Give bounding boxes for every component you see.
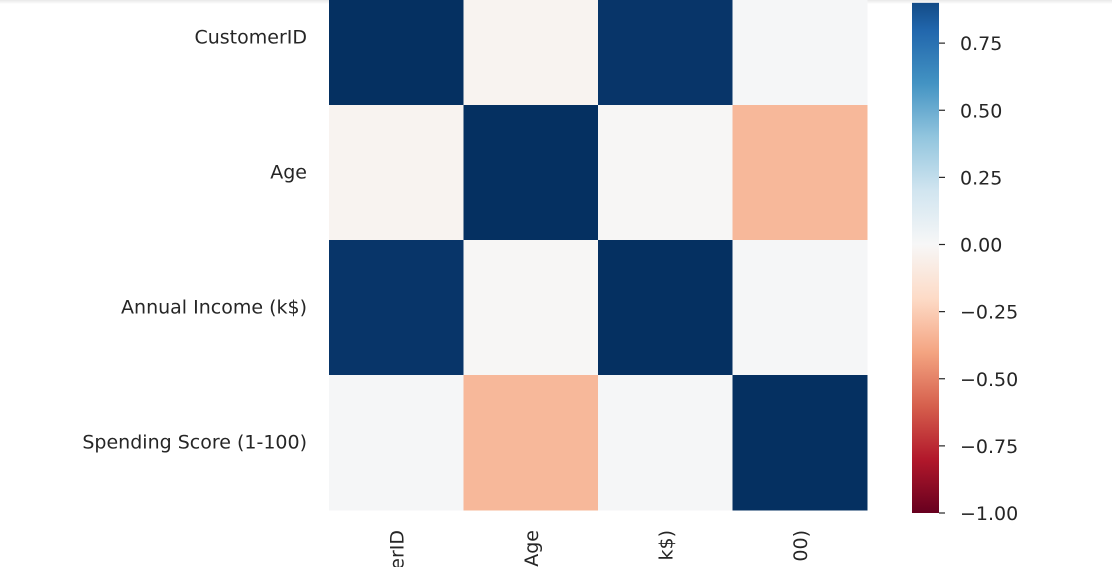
heatmap-cell-r1-c1 bbox=[463, 105, 599, 241]
row-label: Spending Score (1-100) bbox=[82, 432, 307, 454]
heatmap-cell-r0-c2 bbox=[598, 0, 733, 106]
heatmap-cell-r0-c1 bbox=[463, 0, 599, 106]
heatmap-cell-r0-c0 bbox=[329, 0, 464, 106]
heatmap-cell-r3-c1 bbox=[463, 375, 599, 511]
row-label: Annual Income (k$) bbox=[121, 297, 307, 319]
row-tick-labels: CustomerID Age Annual Income (k$) Spending … bbox=[82, 27, 307, 454]
column-label: Age bbox=[521, 530, 543, 567]
column-label: erID bbox=[386, 530, 408, 567]
colorbar-tick-label: −0.75 bbox=[960, 436, 1018, 458]
column-label: k$) bbox=[655, 530, 677, 561]
colorbar-tick-label: 0.75 bbox=[960, 33, 1002, 55]
heatmap-cell-r2-c1 bbox=[463, 240, 599, 376]
colorbar-tick-label: 0.50 bbox=[960, 100, 1002, 122]
colorbar-tick-label: −1.00 bbox=[960, 503, 1018, 525]
heatmap-cell-r3-c0 bbox=[329, 375, 464, 511]
heatmap-cell-r2-c0 bbox=[329, 240, 464, 376]
heatmap-cell-r1-c0 bbox=[329, 105, 464, 241]
row-label: CustomerID bbox=[194, 27, 307, 49]
column-tick-labels: erID Age k$) 00) bbox=[386, 530, 812, 567]
column-label: 00) bbox=[790, 530, 812, 562]
heatmap-cell-r3-c2 bbox=[598, 375, 733, 511]
colorbar-tick-label: 0.25 bbox=[960, 167, 1002, 189]
heatmap-cell-r2-c2 bbox=[598, 240, 733, 376]
colorbar-bar bbox=[912, 2, 939, 513]
colorbar: 0.75 0.50 0.25 0.00 −0.25 −0.50 −0.75 −1.00 bbox=[912, 2, 1018, 525]
colorbar-tick-label: −0.25 bbox=[960, 302, 1018, 324]
heatmap-cell-r1-c3 bbox=[732, 105, 868, 241]
heatmap-cell-r1-c2 bbox=[598, 105, 733, 241]
heatmap-cell-r2-c3 bbox=[732, 240, 868, 376]
heatmap-cells bbox=[329, 0, 868, 511]
heatmap-cell-r3-c3 bbox=[732, 375, 868, 511]
heatmap-cell-r0-c3 bbox=[732, 0, 868, 106]
colorbar-tick-label: −0.50 bbox=[960, 369, 1018, 391]
row-label: Age bbox=[270, 162, 307, 184]
colorbar-tick-label: 0.00 bbox=[960, 235, 1002, 257]
